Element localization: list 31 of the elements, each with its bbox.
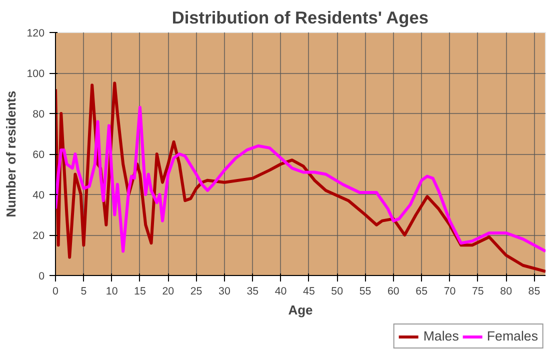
- y-axis-title: Number of residents: [4, 90, 19, 218]
- y-tick-label: 20: [32, 230, 45, 242]
- y-tick-label: 40: [32, 190, 45, 202]
- y-tick-label: 0: [38, 270, 45, 282]
- x-tick-label: 50: [331, 286, 344, 298]
- legend-label: Males: [423, 328, 459, 344]
- x-tick-label: 20: [162, 286, 174, 298]
- legend-label: Females: [486, 328, 538, 344]
- x-tick-label: 80: [500, 286, 512, 298]
- chart-title: Distribution of Residents' Ages: [172, 8, 429, 28]
- x-tick-label: 15: [134, 286, 146, 298]
- x-tick-label: 60: [388, 286, 400, 298]
- y-tick-label: 100: [26, 68, 45, 80]
- x-tick-label: 45: [303, 286, 315, 298]
- x-tick-label: 35: [246, 286, 259, 298]
- x-tick-label: 75: [472, 286, 484, 298]
- x-tick-label: 25: [190, 286, 202, 298]
- y-tick-label: 120: [26, 28, 45, 40]
- x-tick-label: 70: [444, 286, 456, 298]
- x-tick-label: 65: [416, 286, 428, 298]
- x-tick-label: 5: [80, 286, 87, 298]
- line-series: [56, 106, 546, 253]
- y-tick-label: 60: [32, 149, 45, 161]
- x-tick-label: 10: [106, 286, 118, 298]
- x-tick-label: 85: [528, 286, 540, 298]
- y-tick-label: 80: [32, 108, 45, 120]
- x-tick-label: 30: [218, 286, 230, 298]
- x-tick-label: 55: [359, 286, 372, 298]
- x-tick-label: 0: [52, 286, 59, 298]
- x-axis-title: Age: [288, 302, 313, 318]
- x-tick-label: 40: [274, 286, 287, 298]
